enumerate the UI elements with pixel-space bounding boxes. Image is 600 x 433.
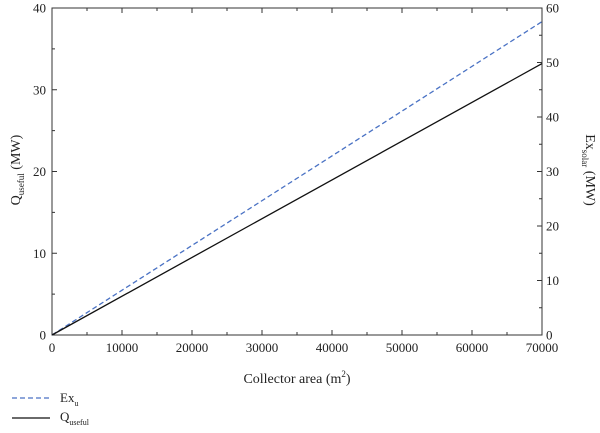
left-y-tick-label: 30 [33, 82, 46, 97]
x-tick-label: 70000 [526, 340, 559, 355]
x-tick-label: 40000 [316, 340, 349, 355]
x-tick-label: 0 [49, 340, 56, 355]
plot-frame [51, 7, 543, 336]
plot-border [51, 7, 543, 336]
x-tick-label: 20000 [176, 340, 209, 355]
x-tick-label: 10000 [106, 340, 139, 355]
right-y-tick-label: 30 [546, 164, 559, 179]
x-tick-label: 60000 [456, 340, 489, 355]
right-y-tick-label: 10 [546, 273, 559, 288]
x-tick-label: 50000 [386, 340, 419, 355]
right-y-tick-label: 0 [546, 328, 553, 343]
left-y-tick-label: 20 [33, 164, 46, 179]
left-y-axis-label: Quseful (MW) [9, 134, 26, 205]
left-y-tick-label: 0 [40, 328, 47, 343]
left-y-axis-ticks: 0 10 20 30 40 [33, 1, 57, 343]
x-tick-label: 30000 [246, 340, 279, 355]
series-line-exu [51, 21, 543, 336]
right-y-tick-label: 40 [546, 110, 559, 125]
right-y-tick-label: 20 [546, 219, 559, 234]
left-y-tick-label: 10 [33, 246, 46, 261]
series-line-quseful [51, 63, 543, 336]
x-axis-label: Collector area (m2) [243, 369, 350, 387]
right-y-tick-label: 60 [546, 1, 559, 16]
legend-label-exu: Exu [60, 390, 78, 408]
legend: Exu Quseful [12, 390, 90, 427]
series-layer [51, 21, 543, 336]
right-y-tick-label: 50 [546, 55, 559, 70]
right-y-axis-label: Exsolar (MW) [580, 134, 597, 206]
left-y-tick-label: 40 [33, 1, 46, 16]
x-axis-ticks: 0 10000 20000 30000 40000 50000 60000 70000 [49, 8, 559, 355]
legend-label-quseful: Quseful [60, 409, 90, 427]
right-y-axis-ticks: 0 10 20 30 40 50 60 [537, 1, 559, 343]
